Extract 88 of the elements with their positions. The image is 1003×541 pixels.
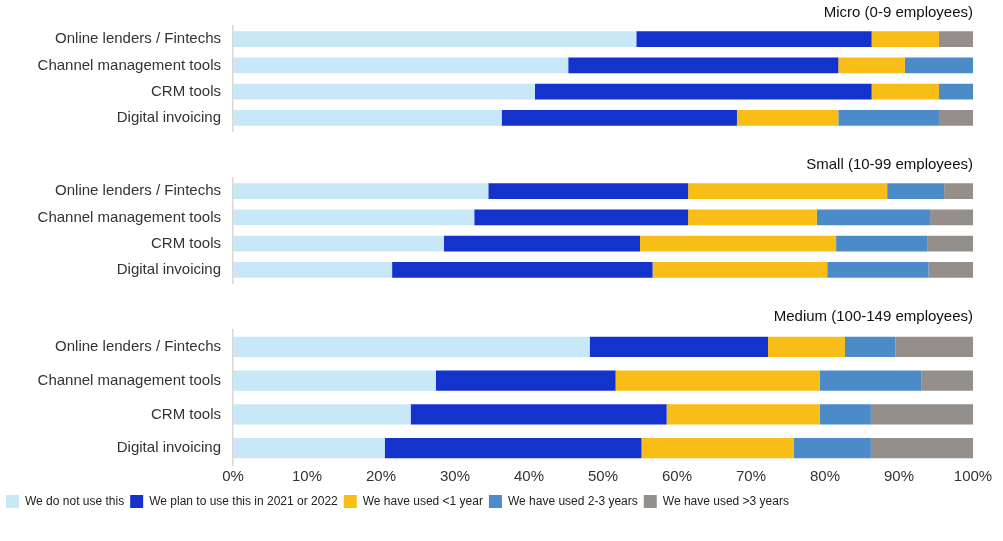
bar [930,209,973,226]
bar [636,31,872,47]
chart-title: Micro (0-9 employees) [823,3,973,21]
bar [921,370,973,391]
bar [615,370,820,391]
bar [938,83,973,100]
bar [944,183,973,199]
bar [233,57,569,74]
bar [233,209,475,226]
bar [474,209,689,226]
bar [488,183,689,199]
bar [233,404,411,425]
x-tick-label: 30% [439,467,471,485]
bar [233,336,590,357]
bar [871,31,939,47]
bar [938,110,973,126]
bar [887,183,945,199]
bar [793,438,871,459]
bar [384,438,642,459]
bar [233,83,535,100]
bar [871,83,939,100]
bar [927,235,973,252]
x-tick-label: 60% [661,467,693,485]
x-tick-label: 0% [222,467,244,485]
x-tick-label: 90% [883,467,915,485]
bar [688,209,817,226]
x-tick-label: 100% [953,467,993,485]
bar [233,438,385,459]
y-tick-label: CRM tools [150,233,221,251]
bar [666,404,820,425]
bar [568,57,839,74]
bar [641,438,794,459]
y-tick-label: Channel management tools [37,370,221,388]
bar [233,370,436,391]
bar [392,262,653,278]
bar [827,262,929,278]
x-tick-label: 80% [809,467,841,485]
x-tick-label: 40% [513,467,545,485]
legend-label: We have used 2-3 years [507,493,638,508]
bar [435,370,616,391]
x-tick-label: 10% [291,467,323,485]
legend-label: We have used <1 year [362,493,483,508]
x-tick-label: 70% [735,467,767,485]
bar [928,262,973,278]
bar [816,209,931,226]
bar [233,235,444,252]
legend-label: We do not use this [25,493,125,508]
bar [233,110,502,126]
y-tick-label: CRM tools [150,81,221,99]
bar [410,404,667,425]
legend-label: We have used >3 years [662,493,789,508]
bar [819,404,871,425]
y-tick-label: Digital invoicing [116,108,221,126]
bar [938,31,973,47]
bar [768,336,845,357]
bar [838,57,905,74]
y-tick-label: Digital invoicing [116,260,221,278]
x-tick-label: 20% [365,467,397,485]
bar [589,336,769,357]
bar [688,183,888,199]
bar [870,404,973,425]
y-tick-label: Digital invoicing [116,438,221,456]
legend-label: We plan to use this in 2021 or 2022 [149,493,339,508]
bar [501,110,737,126]
bar [233,183,489,199]
bar [870,438,973,459]
bar [443,235,640,252]
bar [233,31,637,47]
y-tick-label: Channel management tools [37,207,221,225]
y-tick-label: Online lenders / Fintechs [55,29,221,47]
bar [652,262,828,278]
bar [836,235,928,252]
chart-title: Small (10-99 employees) [806,155,973,173]
bar [904,57,973,74]
bar [895,336,973,357]
y-tick-label: Channel management tools [37,55,221,73]
y-tick-label: Online lenders / Fintechs [55,181,221,199]
bar [736,110,839,126]
y-tick-label: Online lenders / Fintechs [55,337,221,355]
bar [534,83,872,100]
bar [838,110,939,126]
bar [233,262,393,278]
chart-title: Medium (100-149 employees) [773,307,973,325]
bar [640,235,837,252]
bar [844,336,896,357]
x-tick-label: 50% [587,467,619,485]
y-tick-label: CRM tools [150,404,221,422]
bar [819,370,922,391]
